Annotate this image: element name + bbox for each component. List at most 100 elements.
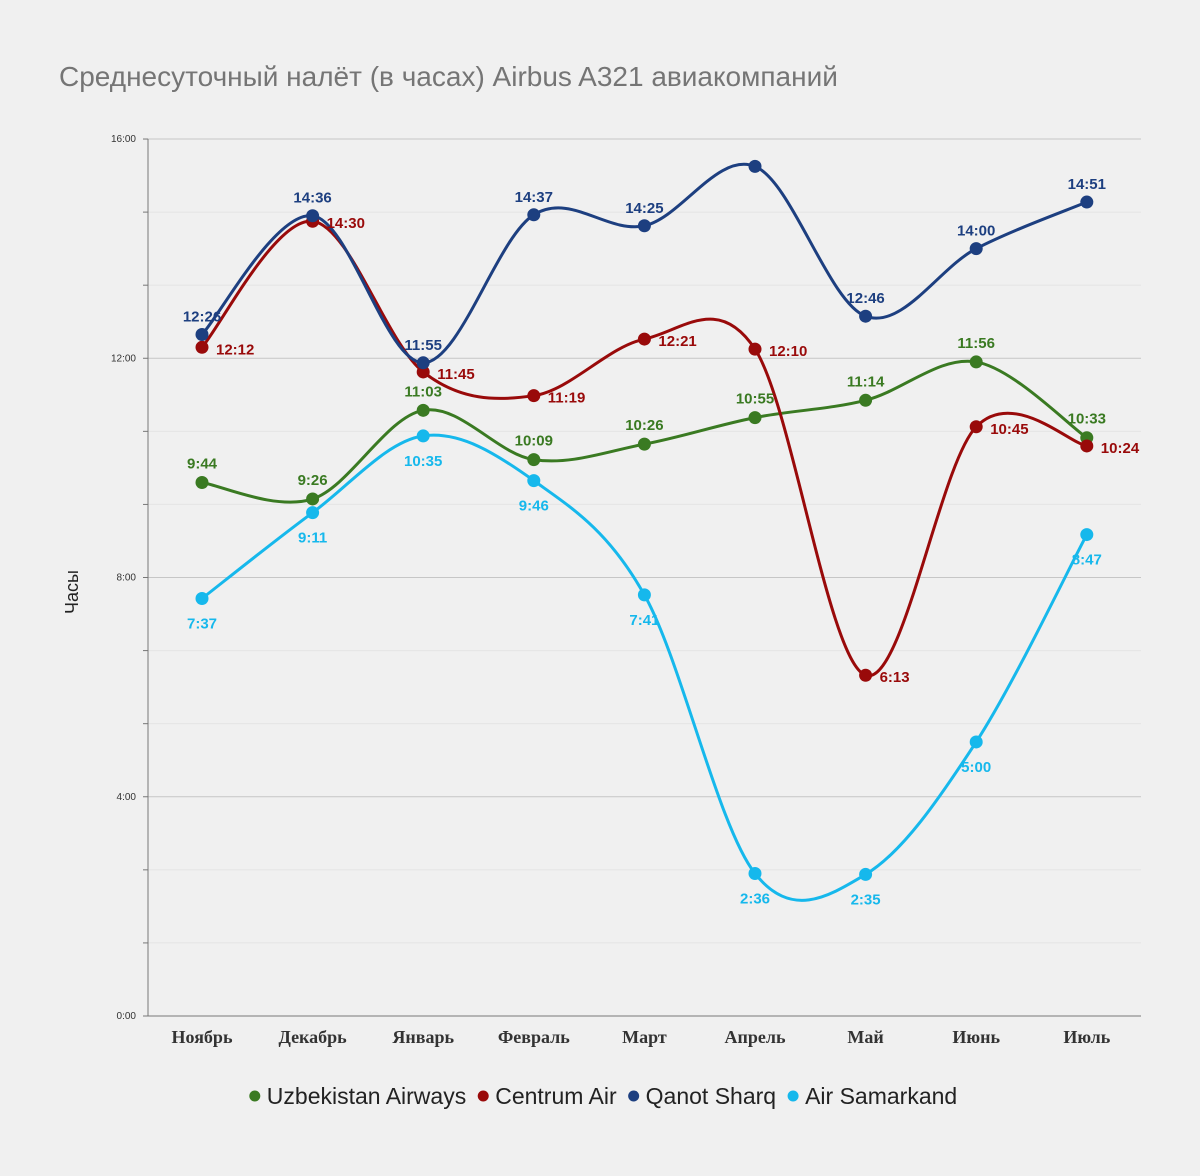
legend-label: Centrum Air bbox=[495, 1083, 617, 1109]
data-point-centrum-air[interactable] bbox=[748, 342, 762, 356]
data-label-uzbekistan-airways: 10:09 bbox=[515, 433, 553, 450]
data-point-uzbekistan-airways[interactable] bbox=[748, 411, 762, 425]
data-point-air-samarkand[interactable] bbox=[416, 429, 430, 443]
data-label-air-samarkand: 10:35 bbox=[404, 453, 442, 470]
data-label-uzbekistan-airways: 9:26 bbox=[298, 472, 328, 489]
data-labels: 7:37 9:11 10:35 9:46 7:41 2:36 2:35 5:00 8:47 9:4… bbox=[183, 176, 1140, 908]
data-label-uzbekistan-airways: 10:55 bbox=[736, 391, 774, 408]
data-point-centrum-air[interactable] bbox=[637, 332, 651, 346]
data-label-centrum-air: 11:45 bbox=[437, 366, 475, 383]
data-label-qanot-sharq: 11:55 bbox=[404, 337, 442, 354]
data-point-centrum-air[interactable] bbox=[859, 668, 873, 682]
legend-item-centrum-air[interactable]: Centrum Air bbox=[477, 1083, 617, 1109]
legend[interactable]: Uzbekistan Airways Centrum Air Qanot Sharq… bbox=[249, 1083, 957, 1109]
y-tick-label: 0:00 bbox=[117, 1011, 137, 1022]
data-point-uzbekistan-airways[interactable] bbox=[416, 403, 430, 417]
data-label-air-samarkand: 8:47 bbox=[1072, 552, 1102, 569]
grid bbox=[148, 138, 1141, 1017]
data-point-centrum-air[interactable] bbox=[195, 340, 209, 354]
data-point-centrum-air[interactable] bbox=[527, 389, 541, 403]
data-label-centrum-air: 6:13 bbox=[880, 669, 910, 686]
y-tick-label: 16:00 bbox=[111, 134, 136, 145]
data-point-centrum-air[interactable] bbox=[1080, 439, 1094, 453]
axes: 0:00 4:00 8:00 12:00 16:00 Ноябрь Декабрь Январ… bbox=[111, 134, 1141, 1047]
data-label-uzbekistan-airways: 10:26 bbox=[625, 417, 663, 434]
data-label-qanot-sharq: 14:25 bbox=[625, 200, 663, 217]
data-point-air-samarkand[interactable] bbox=[306, 506, 320, 520]
data-label-uzbekistan-airways: 9:44 bbox=[187, 456, 218, 473]
data-label-uzbekistan-airways: 10:33 bbox=[1068, 411, 1106, 428]
data-label-uzbekistan-airways: 11:14 bbox=[847, 373, 885, 390]
data-label-centrum-air: 14:30 bbox=[327, 215, 365, 232]
data-point-air-samarkand[interactable] bbox=[748, 866, 762, 880]
legend-item-air-samarkand[interactable]: Air Samarkand bbox=[787, 1083, 958, 1109]
data-point-air-samarkand[interactable] bbox=[637, 588, 651, 602]
series-air-samarkand bbox=[195, 429, 1094, 902]
data-label-centrum-air: 12:12 bbox=[216, 341, 254, 358]
data-label-air-samarkand: 2:35 bbox=[851, 891, 881, 908]
data-point-qanot-sharq[interactable] bbox=[306, 209, 320, 223]
data-point-qanot-sharq[interactable] bbox=[527, 208, 541, 222]
x-tick-label: Апрель bbox=[725, 1027, 786, 1047]
legend-label: Qanot Sharq bbox=[646, 1083, 776, 1109]
data-label-uzbekistan-airways: 11:56 bbox=[957, 335, 995, 352]
data-label-centrum-air: 11:19 bbox=[548, 390, 586, 407]
data-label-qanot-sharq: 12:46 bbox=[846, 290, 884, 307]
series-uzbekistan-airways bbox=[195, 355, 1094, 506]
data-point-centrum-air[interactable] bbox=[416, 365, 430, 379]
x-tick-label: Январь bbox=[392, 1027, 454, 1047]
data-point-air-samarkand[interactable] bbox=[527, 474, 541, 488]
x-tick-label: Июнь bbox=[952, 1027, 1000, 1047]
data-point-qanot-sharq[interactable] bbox=[748, 159, 762, 173]
series-group bbox=[195, 159, 1094, 902]
data-label-qanot-sharq: 14:36 bbox=[293, 190, 331, 207]
data-label-air-samarkand: 7:41 bbox=[629, 612, 659, 629]
x-tick-label: Май bbox=[847, 1027, 883, 1047]
data-point-uzbekistan-airways[interactable] bbox=[859, 393, 873, 407]
y-tick-label: 8:00 bbox=[117, 573, 137, 584]
data-point-uzbekistan-airways[interactable] bbox=[527, 453, 541, 467]
x-tick-label: Март bbox=[622, 1027, 667, 1047]
data-point-uzbekistan-airways[interactable] bbox=[306, 492, 320, 506]
data-label-qanot-sharq: 14:00 bbox=[957, 223, 995, 240]
data-point-qanot-sharq[interactable] bbox=[969, 242, 983, 256]
data-label-centrum-air: 12:21 bbox=[658, 333, 696, 350]
x-tick-label: Февраль bbox=[498, 1027, 570, 1047]
data-label-air-samarkand: 9:11 bbox=[298, 530, 327, 547]
data-point-qanot-sharq[interactable] bbox=[195, 328, 209, 342]
data-point-air-samarkand[interactable] bbox=[969, 735, 983, 749]
data-label-air-samarkand: 5:00 bbox=[961, 759, 991, 776]
data-point-air-samarkand[interactable] bbox=[1080, 528, 1094, 542]
data-label-qanot-sharq: 14:37 bbox=[515, 189, 553, 206]
data-point-qanot-sharq[interactable] bbox=[859, 309, 873, 323]
data-label-qanot-sharq: 14:51 bbox=[1068, 176, 1106, 193]
data-point-qanot-sharq[interactable] bbox=[637, 219, 651, 233]
data-point-qanot-sharq[interactable] bbox=[416, 356, 430, 370]
data-point-uzbekistan-airways[interactable] bbox=[195, 476, 209, 490]
x-tick-label: Ноябрь bbox=[172, 1027, 233, 1047]
series-qanot-sharq bbox=[195, 159, 1094, 370]
legend-item-qanot-sharq[interactable]: Qanot Sharq bbox=[628, 1083, 776, 1109]
data-label-air-samarkand: 7:37 bbox=[187, 615, 217, 632]
legend-item-uzbekistan-airways[interactable]: Uzbekistan Airways bbox=[249, 1083, 466, 1109]
data-point-centrum-air[interactable] bbox=[969, 420, 983, 434]
x-tick-label: Июль bbox=[1063, 1027, 1110, 1047]
y-tick-label: 12:00 bbox=[111, 353, 136, 364]
chart-title: Среднесуточный налёт (в часах) Airbus A3… bbox=[59, 61, 838, 92]
series-line-qanot-sharq bbox=[200, 162, 1088, 365]
data-point-qanot-sharq[interactable] bbox=[1080, 195, 1094, 209]
data-point-uzbekistan-airways[interactable] bbox=[969, 355, 983, 369]
x-tick-label: Декабрь bbox=[278, 1027, 347, 1047]
data-label-centrum-air: 10:45 bbox=[990, 421, 1028, 438]
legend-marker bbox=[249, 1090, 261, 1102]
data-point-uzbekistan-airways[interactable] bbox=[637, 437, 651, 451]
data-label-air-samarkand: 2:36 bbox=[740, 890, 770, 907]
data-label-centrum-air: 12:10 bbox=[769, 343, 807, 360]
data-point-air-samarkand[interactable] bbox=[195, 591, 209, 605]
data-point-air-samarkand[interactable] bbox=[859, 867, 873, 881]
y-axis-label: Часы bbox=[62, 570, 82, 614]
data-label-qanot-sharq: 12:26 bbox=[183, 309, 221, 326]
legend-marker bbox=[477, 1090, 489, 1102]
